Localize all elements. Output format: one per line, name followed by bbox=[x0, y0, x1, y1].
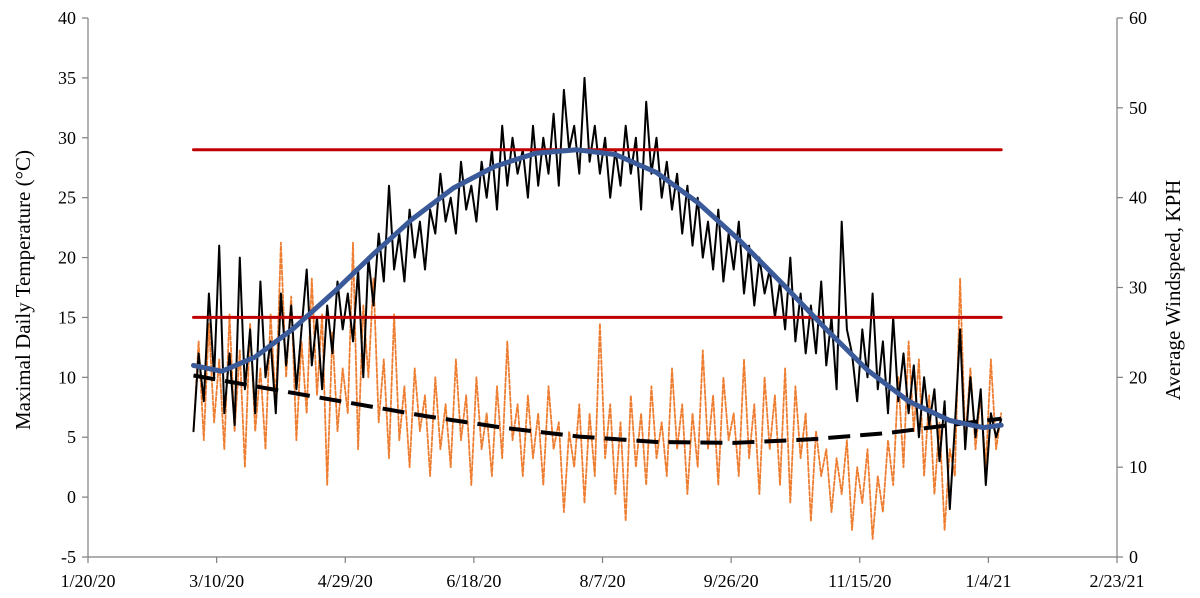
y-axis-right-title: Average Windspeed, KPH bbox=[1161, 180, 1185, 401]
y-right-tick-label: 60 bbox=[1129, 8, 1147, 28]
x-tick-label: 3/10/20 bbox=[189, 571, 244, 591]
y-left-tick-label: 30 bbox=[58, 128, 76, 148]
temperature-line bbox=[192, 76, 1003, 511]
y-left-tick-label: 10 bbox=[58, 367, 76, 387]
y-left-tick-label: 25 bbox=[58, 188, 76, 208]
y-right-tick-label: 40 bbox=[1129, 188, 1147, 208]
y-right-tick-label: 20 bbox=[1129, 367, 1147, 387]
y-right-tick-label: 50 bbox=[1129, 98, 1147, 118]
y-axis-left-title: Maximal Daily Temperature (°C) bbox=[11, 150, 35, 430]
x-tick-label: 4/29/20 bbox=[318, 571, 373, 591]
y-left-tick-label: 0 bbox=[67, 487, 76, 507]
y-left-tick-label: 20 bbox=[58, 248, 76, 268]
axes-layer bbox=[82, 17, 1123, 563]
y-left-tick-label: 35 bbox=[58, 68, 76, 88]
windspeed-trend-line bbox=[193, 373, 1002, 445]
x-tick-label: 11/15/20 bbox=[828, 571, 891, 591]
y-left-tick-label: -5 bbox=[61, 547, 76, 567]
x-tick-label: 1/20/20 bbox=[60, 571, 115, 591]
windspeed-line bbox=[192, 241, 1003, 540]
x-tick-label: 6/18/20 bbox=[446, 571, 501, 591]
labels-layer: -5 0 5 10 15 20 25 30 35 40 0 10 20 30 40 50 60 1/20/20 3/… bbox=[58, 8, 1147, 591]
y-right-tick-label: 30 bbox=[1129, 278, 1147, 298]
y-left-tick-label: 15 bbox=[58, 307, 76, 327]
y-right-tick-label: 0 bbox=[1129, 547, 1138, 567]
x-tick-label: 2/23/21 bbox=[1089, 571, 1144, 591]
y-right-tick-label: 10 bbox=[1129, 457, 1147, 477]
x-tick-label: 8/7/20 bbox=[579, 571, 625, 591]
temperature-trend-line bbox=[191, 147, 1004, 431]
x-tick-label: 9/26/20 bbox=[704, 571, 759, 591]
y-left-tick-label: 5 bbox=[67, 427, 76, 447]
y-left-tick-label: 40 bbox=[58, 8, 76, 28]
series-layer bbox=[191, 76, 1004, 540]
x-tick-label: 1/4/21 bbox=[965, 571, 1011, 591]
